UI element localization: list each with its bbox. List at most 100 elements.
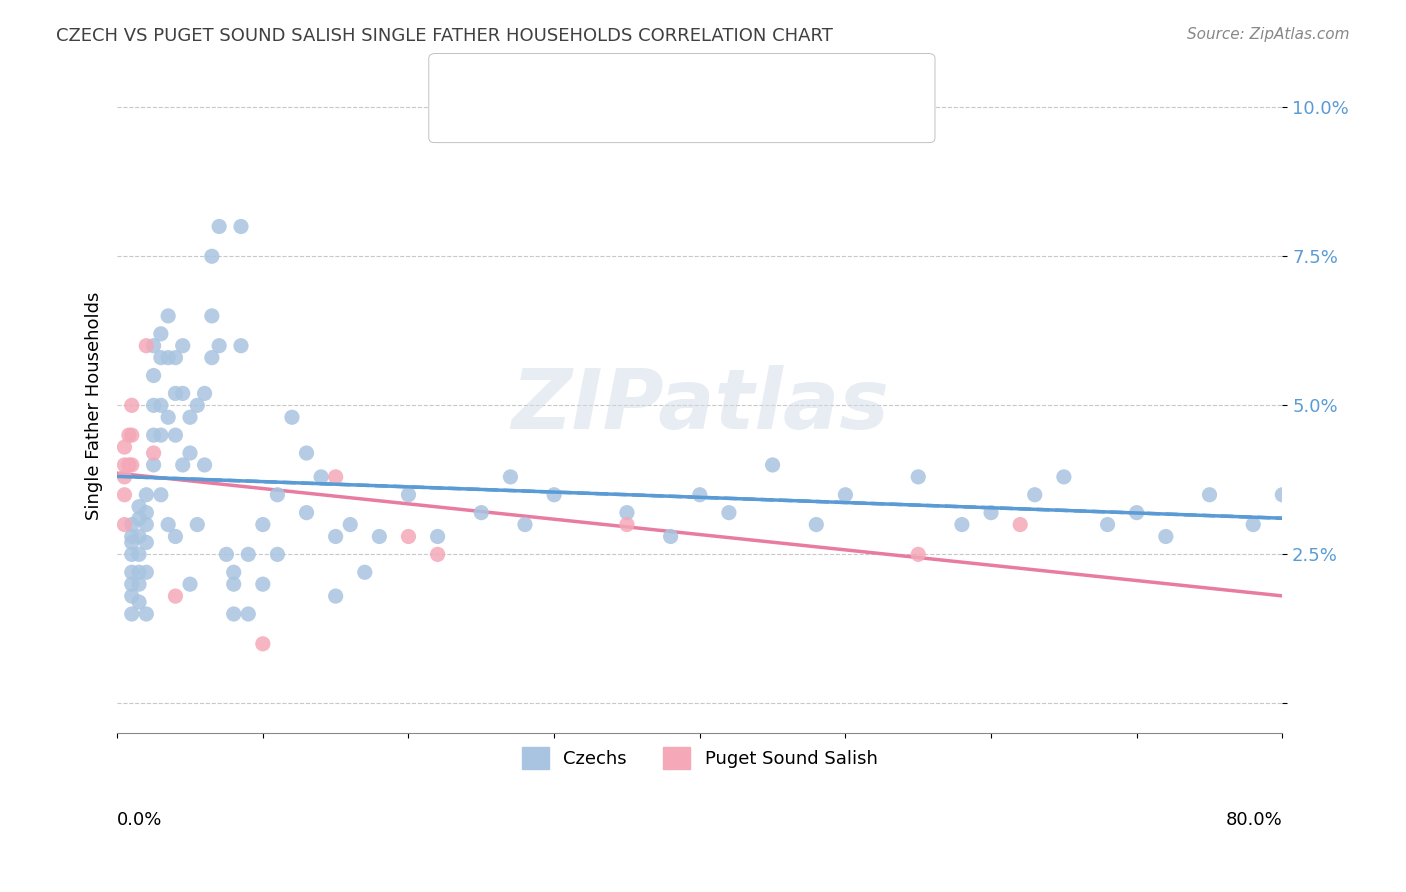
Point bbox=[172, 458, 194, 472]
Point bbox=[114, 458, 136, 472]
Point bbox=[121, 577, 143, 591]
Point bbox=[121, 517, 143, 532]
Point bbox=[470, 506, 492, 520]
Point bbox=[186, 398, 208, 412]
Y-axis label: Single Father Households: Single Father Households bbox=[86, 291, 103, 519]
Point bbox=[142, 446, 165, 460]
Point bbox=[121, 607, 143, 621]
Text: R =: R = bbox=[481, 103, 515, 121]
Point bbox=[179, 577, 201, 591]
Point bbox=[114, 517, 136, 532]
Point bbox=[717, 506, 740, 520]
Point bbox=[513, 517, 536, 532]
Point bbox=[118, 428, 141, 442]
Point bbox=[165, 386, 187, 401]
Point bbox=[135, 506, 157, 520]
Point bbox=[309, 470, 332, 484]
Point bbox=[118, 458, 141, 472]
Point bbox=[179, 410, 201, 425]
Point bbox=[266, 547, 288, 561]
Point bbox=[834, 488, 856, 502]
Point bbox=[114, 470, 136, 484]
Point bbox=[806, 517, 828, 532]
Point bbox=[142, 458, 165, 472]
Point bbox=[1097, 517, 1119, 532]
Point bbox=[1010, 517, 1032, 532]
Point bbox=[1154, 529, 1177, 543]
Point bbox=[142, 368, 165, 383]
Point bbox=[616, 506, 638, 520]
Point bbox=[114, 440, 136, 454]
Point bbox=[157, 410, 180, 425]
Point bbox=[281, 410, 304, 425]
Point bbox=[252, 637, 274, 651]
Point bbox=[149, 428, 172, 442]
Point bbox=[208, 339, 231, 353]
Point bbox=[238, 547, 260, 561]
Point bbox=[325, 470, 347, 484]
Text: 0.091: 0.091 bbox=[538, 74, 595, 92]
Point bbox=[222, 566, 245, 580]
Point bbox=[149, 398, 172, 412]
Text: 80.0%: 80.0% bbox=[1226, 811, 1282, 829]
Point bbox=[266, 488, 288, 502]
Point bbox=[761, 458, 783, 472]
Point bbox=[135, 517, 157, 532]
Point bbox=[426, 547, 449, 561]
Point bbox=[135, 339, 157, 353]
Point bbox=[368, 529, 391, 543]
Point bbox=[238, 607, 260, 621]
Text: 20: 20 bbox=[664, 103, 689, 121]
Point bbox=[229, 339, 252, 353]
Text: -0.220: -0.220 bbox=[531, 103, 596, 121]
Point bbox=[398, 488, 420, 502]
Point bbox=[616, 517, 638, 532]
Point bbox=[295, 506, 318, 520]
Point bbox=[165, 351, 187, 365]
Point bbox=[339, 517, 361, 532]
Point bbox=[426, 529, 449, 543]
Point bbox=[229, 219, 252, 234]
Point bbox=[222, 577, 245, 591]
Point bbox=[186, 517, 208, 532]
Point bbox=[135, 535, 157, 549]
Point bbox=[149, 488, 172, 502]
Point bbox=[128, 529, 150, 543]
Text: 99: 99 bbox=[664, 74, 689, 92]
Point bbox=[149, 351, 172, 365]
Text: ZIPatlas: ZIPatlas bbox=[510, 365, 889, 446]
Point bbox=[907, 470, 929, 484]
Text: N =: N = bbox=[612, 103, 645, 121]
Point bbox=[128, 577, 150, 591]
Point bbox=[121, 428, 143, 442]
Text: ■: ■ bbox=[457, 76, 475, 95]
Point bbox=[142, 428, 165, 442]
Point bbox=[353, 566, 375, 580]
Point bbox=[398, 529, 420, 543]
Point bbox=[157, 309, 180, 323]
Point bbox=[135, 566, 157, 580]
Point bbox=[252, 577, 274, 591]
Legend: Czechs, Puget Sound Salish: Czechs, Puget Sound Salish bbox=[515, 740, 884, 777]
Point bbox=[1271, 488, 1294, 502]
Point bbox=[194, 386, 217, 401]
Point bbox=[128, 566, 150, 580]
Point bbox=[689, 488, 711, 502]
Point bbox=[295, 446, 318, 460]
Point bbox=[135, 488, 157, 502]
Point bbox=[252, 517, 274, 532]
Text: 0.0%: 0.0% bbox=[117, 811, 163, 829]
Text: N =: N = bbox=[612, 74, 645, 92]
Point bbox=[157, 351, 180, 365]
Point bbox=[179, 446, 201, 460]
Point bbox=[950, 517, 973, 532]
Point bbox=[1241, 517, 1264, 532]
Point bbox=[201, 249, 224, 263]
Point bbox=[980, 506, 1002, 520]
Point bbox=[128, 500, 150, 514]
Point bbox=[165, 589, 187, 603]
Point bbox=[121, 589, 143, 603]
Point bbox=[114, 488, 136, 502]
Point bbox=[121, 458, 143, 472]
Point bbox=[222, 607, 245, 621]
